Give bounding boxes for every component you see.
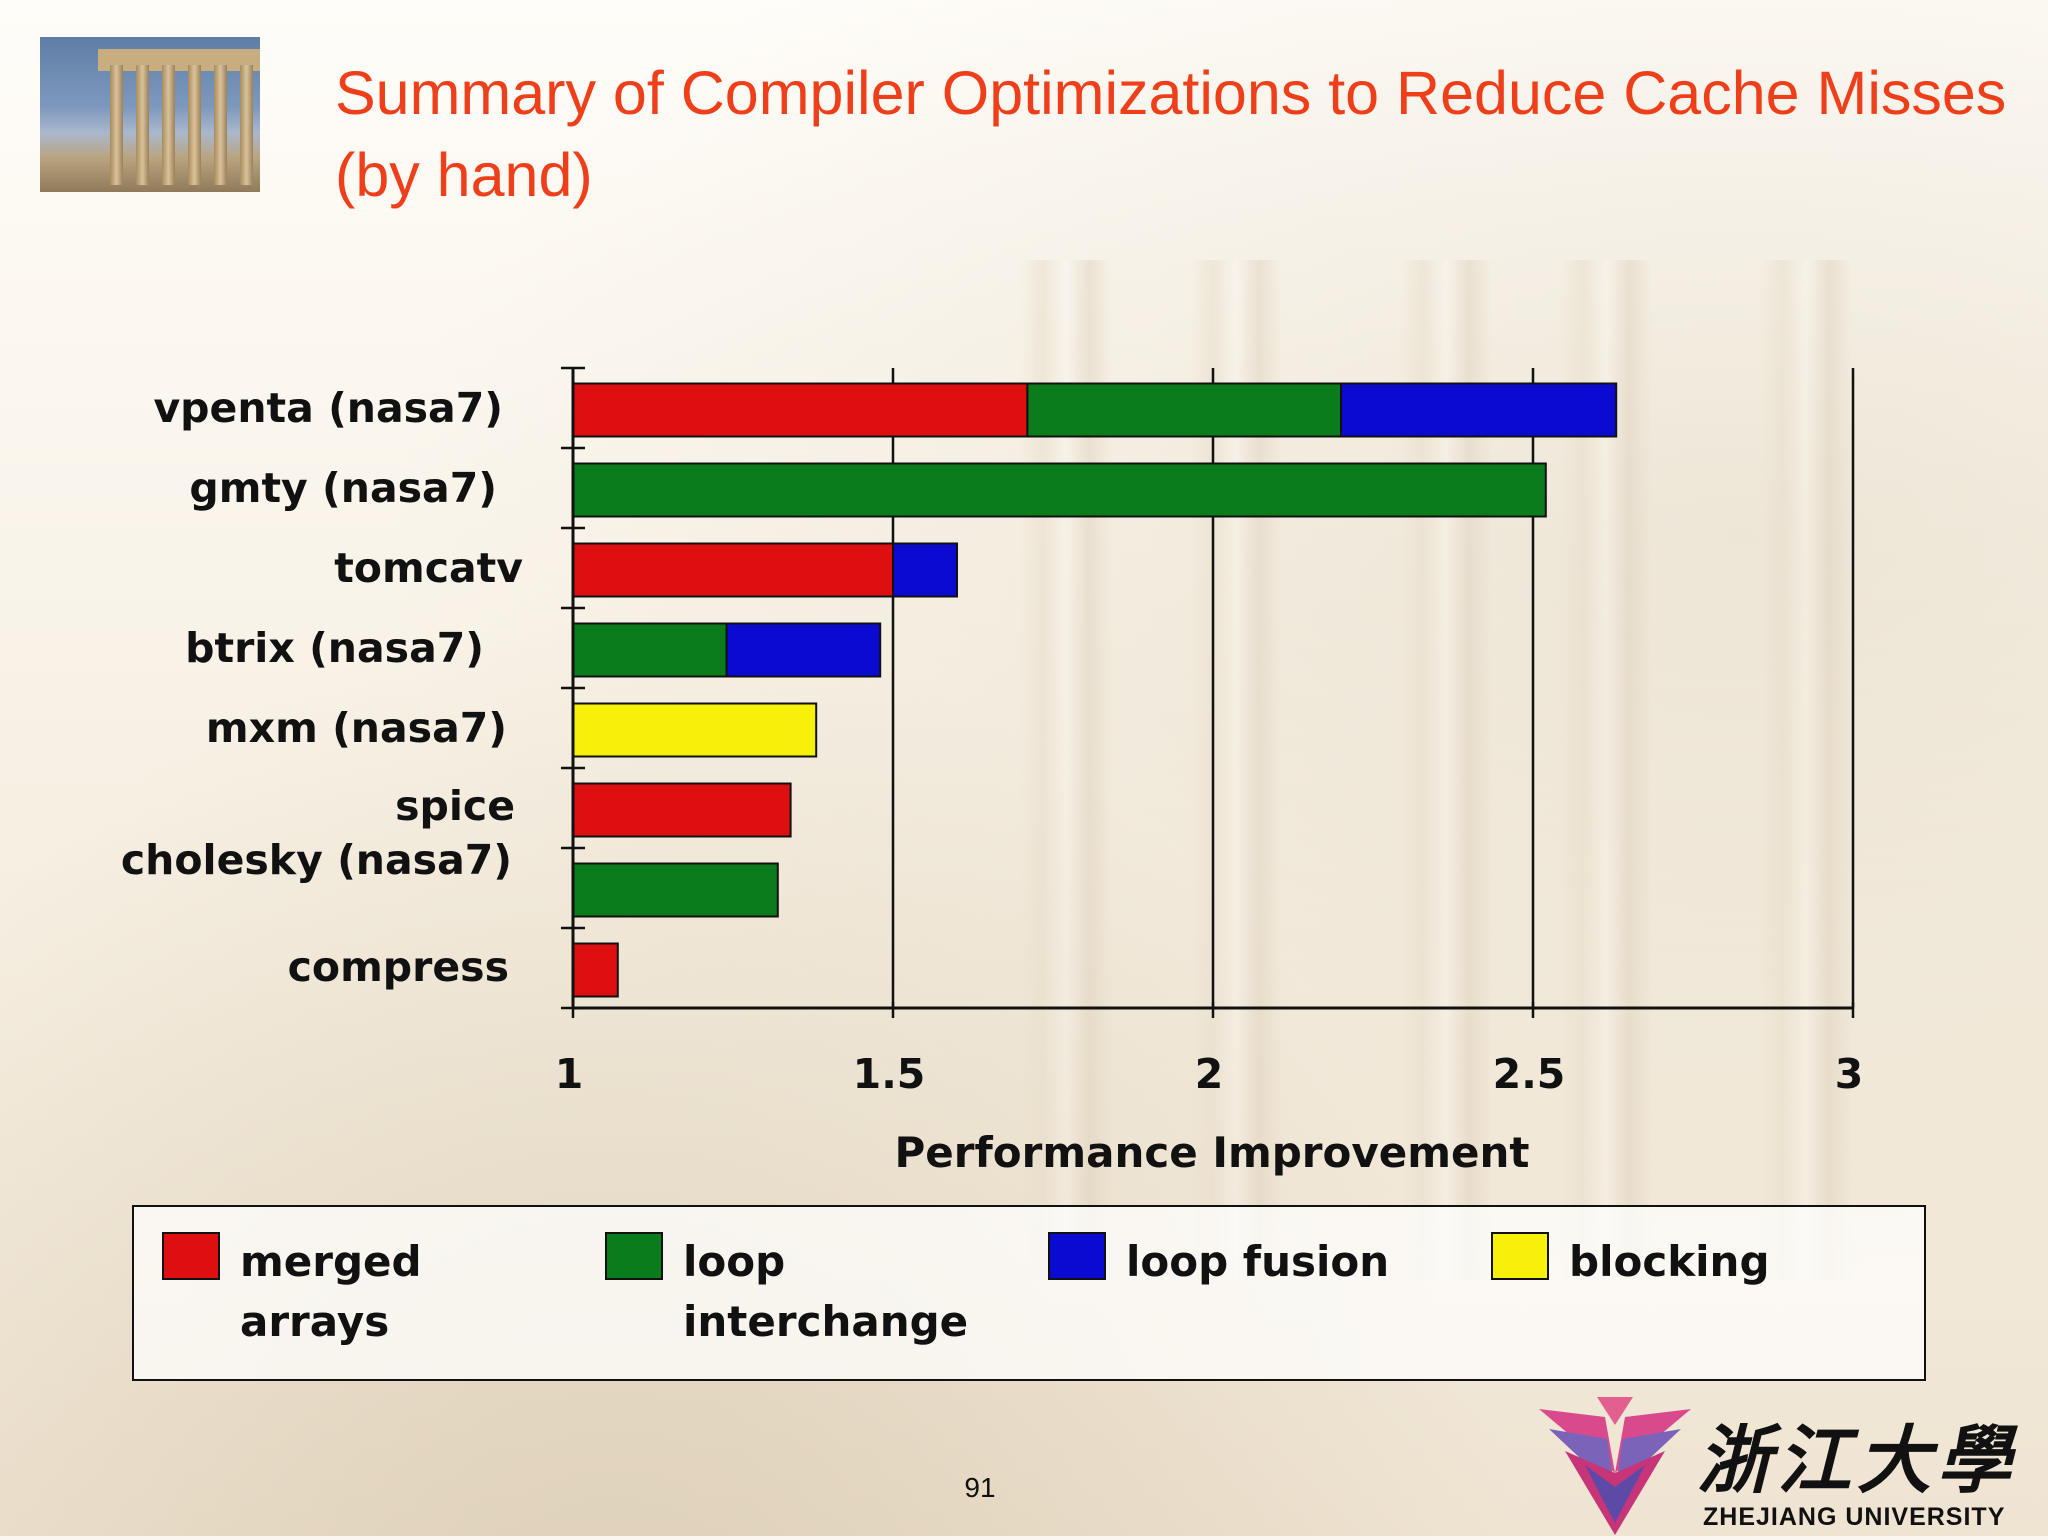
university-logo: 浙江大學 ZHEJIANG UNIVERSITY bbox=[1535, 1395, 2035, 1536]
bar-segment bbox=[572, 702, 818, 758]
bar-segment bbox=[892, 542, 958, 598]
x-tick-label: 3 bbox=[1834, 1050, 1864, 1098]
bar-segment bbox=[572, 862, 779, 918]
bar-segment bbox=[572, 782, 792, 838]
legend-swatch-red bbox=[162, 1232, 220, 1280]
legend-label-line: loop fusion bbox=[1126, 1237, 1390, 1286]
university-name-english: ZHEJIANG UNIVERSITY bbox=[1703, 1503, 2006, 1531]
bar-segment bbox=[1026, 382, 1343, 438]
category-label: btrix (nasa7) bbox=[185, 624, 484, 672]
bar-segment bbox=[725, 622, 882, 678]
category-label: cholesky (nasa7) bbox=[120, 836, 512, 884]
x-tick-label: 2 bbox=[1194, 1050, 1224, 1098]
category-label: gmty (nasa7) bbox=[189, 464, 497, 512]
legend-label-line: blocking bbox=[1569, 1237, 1770, 1286]
category-label: vpenta (nasa7) bbox=[153, 384, 503, 432]
legend-swatch-blue bbox=[1048, 1232, 1106, 1280]
x-tick-label: 2.5 bbox=[1492, 1050, 1566, 1098]
category-label: spice bbox=[395, 782, 515, 830]
bar-segment bbox=[572, 382, 1029, 438]
slide-title: Summary of Compiler Optimizations to Red… bbox=[335, 59, 2007, 209]
bar-segment bbox=[1340, 382, 1618, 438]
legend-swatch-yellow bbox=[1491, 1232, 1549, 1280]
legend-label-line: loop bbox=[683, 1237, 786, 1286]
legend-label-line: arrays bbox=[240, 1297, 390, 1346]
legend-label-line: interchange bbox=[683, 1297, 969, 1346]
x-tick-label: 1.5 bbox=[852, 1050, 926, 1098]
chart-legend: merged arrays loop interchange loop fusi… bbox=[132, 1205, 1926, 1381]
x-axis-title: Performance Improvement bbox=[894, 1128, 1530, 1177]
category-label: compress bbox=[287, 943, 509, 991]
bar-segment bbox=[572, 622, 728, 678]
legend-label-line: merged bbox=[240, 1237, 422, 1286]
x-tick-label: 1 bbox=[554, 1050, 584, 1098]
bar-segment bbox=[572, 462, 1547, 518]
university-name-chinese: 浙江大學 bbox=[1697, 1418, 2017, 1504]
bar-segment bbox=[572, 542, 894, 598]
background-column bbox=[1760, 260, 1852, 1280]
zju-emblem-icon bbox=[1539, 1397, 1691, 1535]
legend-swatch-green bbox=[605, 1232, 663, 1280]
parthenon-photo bbox=[40, 37, 260, 192]
bar-segment bbox=[572, 942, 619, 998]
page-number: 91 bbox=[964, 1472, 996, 1503]
category-label: mxm (nasa7) bbox=[205, 704, 507, 752]
category-label: tomcatv bbox=[334, 544, 523, 592]
